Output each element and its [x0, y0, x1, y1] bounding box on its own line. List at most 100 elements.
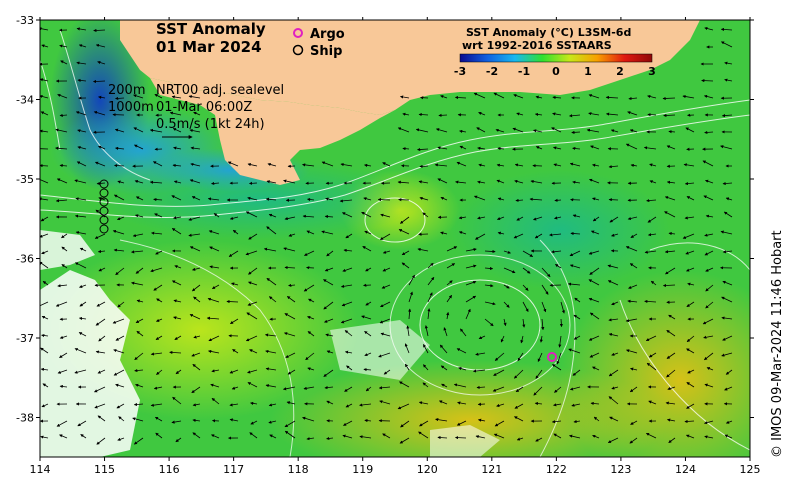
current-vector	[175, 437, 182, 443]
current-vector	[359, 403, 372, 407]
current-vector	[703, 195, 714, 201]
x-tick-label: 118	[288, 463, 309, 476]
current-vector	[704, 383, 714, 388]
current-vector	[646, 362, 657, 371]
current-vector	[249, 432, 258, 439]
current-vector	[115, 267, 125, 276]
current-vector	[644, 299, 657, 304]
current-vector	[364, 230, 372, 235]
current-vector	[456, 161, 467, 167]
current-vector	[55, 146, 68, 150]
current-vector	[378, 352, 391, 358]
current-vector	[437, 178, 448, 184]
current-vector	[417, 247, 429, 252]
current-vector	[248, 233, 258, 240]
current-vector	[92, 79, 106, 84]
current-vector	[247, 382, 258, 388]
current-vector	[422, 212, 429, 218]
current-vector	[40, 301, 49, 308]
current-vector	[95, 318, 106, 326]
current-vector	[668, 314, 676, 320]
sealevel-contour	[649, 242, 750, 271]
current-vector	[686, 301, 695, 308]
current-vector	[440, 365, 448, 371]
current-vector	[408, 291, 413, 303]
current-vector	[41, 316, 49, 320]
current-vector	[704, 26, 714, 31]
current-vector	[324, 214, 334, 219]
current-vector	[245, 211, 258, 218]
current-vector	[382, 433, 391, 439]
current-vector	[340, 318, 353, 324]
current-vector	[150, 267, 163, 273]
current-vector	[590, 230, 600, 235]
current-vector	[684, 216, 695, 220]
current-vector	[188, 95, 201, 99]
current-vector	[379, 318, 391, 324]
legend-argo-label: Argo	[310, 27, 345, 42]
current-vector	[569, 434, 581, 439]
current-vector	[535, 95, 543, 99]
current-vector	[324, 318, 334, 323]
current-vector	[266, 226, 277, 235]
current-vector	[133, 94, 144, 99]
current-vector	[118, 416, 125, 422]
current-vector	[588, 335, 600, 341]
current-vector	[476, 127, 486, 133]
current-vector	[664, 196, 676, 201]
current-vector	[250, 401, 258, 405]
colorbar-subtitle: wrt 1992-2016 SSTAARS	[462, 39, 612, 52]
current-vector	[682, 94, 695, 99]
current-vector	[193, 335, 201, 339]
current-vector	[282, 386, 296, 391]
current-vector	[59, 384, 68, 389]
current-vector	[441, 383, 448, 388]
current-vector	[155, 318, 163, 322]
current-vector	[684, 182, 695, 186]
argo-float-marker	[547, 352, 557, 362]
current-vector	[589, 267, 600, 275]
current-vector	[74, 348, 87, 354]
current-vector	[398, 229, 410, 235]
current-vector	[380, 301, 391, 308]
current-vector	[559, 318, 563, 328]
current-vector	[568, 348, 581, 354]
current-vector	[704, 233, 714, 237]
current-vector	[446, 294, 452, 303]
current-vector	[40, 129, 49, 133]
current-vector	[382, 250, 391, 254]
current-vector	[419, 420, 429, 427]
current-vector	[247, 163, 258, 167]
current-vector	[40, 111, 49, 116]
current-vector	[40, 367, 49, 372]
current-vector	[608, 318, 619, 322]
current-vector	[114, 128, 125, 133]
current-vector	[664, 211, 676, 218]
current-vector	[608, 333, 619, 337]
no-data-region	[330, 320, 430, 380]
current-vector	[539, 335, 543, 343]
current-vector	[427, 308, 431, 320]
current-vector	[283, 247, 296, 252]
current-vector	[41, 250, 49, 255]
current-vector	[171, 420, 182, 424]
current-vector	[704, 130, 714, 135]
current-vector	[267, 162, 277, 167]
current-vector	[76, 161, 87, 167]
current-vector	[232, 229, 239, 235]
current-vector	[78, 332, 87, 337]
current-vector	[625, 246, 638, 252]
current-vector	[687, 369, 695, 374]
current-vector	[419, 164, 429, 168]
current-vector	[365, 386, 372, 392]
current-vector	[134, 179, 144, 184]
current-vector	[666, 329, 676, 337]
current-vector	[534, 112, 543, 117]
current-vector	[264, 333, 277, 337]
current-vector	[497, 231, 505, 235]
current-vector	[514, 163, 524, 167]
ship-position-marker	[99, 215, 109, 225]
current-vector	[646, 198, 657, 203]
current-vector	[245, 250, 258, 256]
